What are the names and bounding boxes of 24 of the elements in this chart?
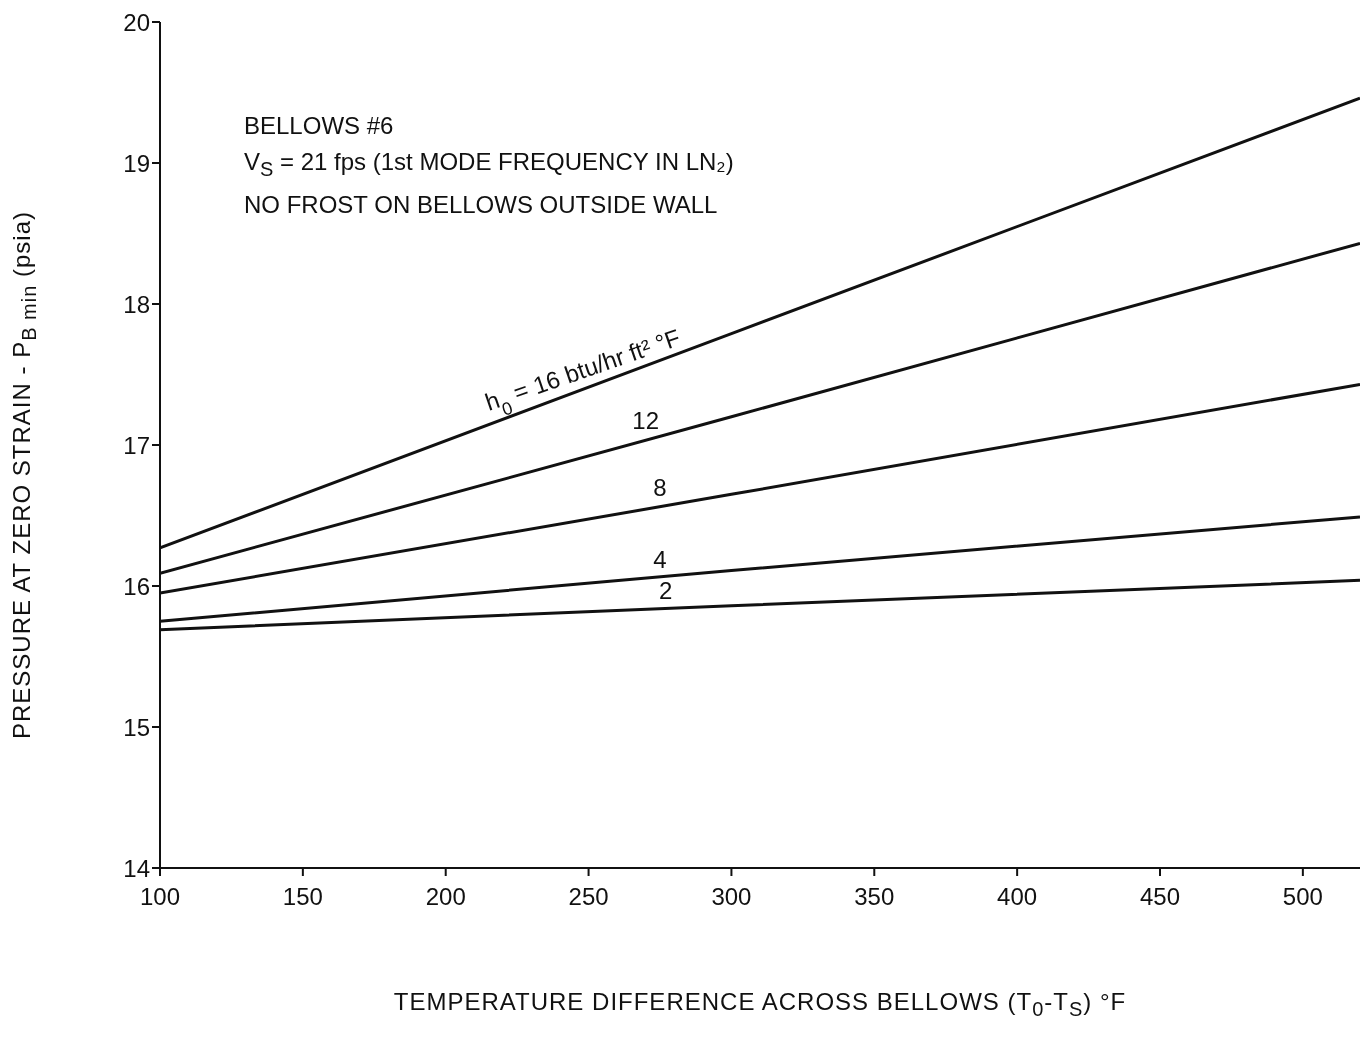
y-tick-label: 15 <box>123 713 150 741</box>
annotation: 8 <box>653 473 667 501</box>
x-tick-label: 100 <box>139 883 181 911</box>
annotation: 2 <box>659 576 673 604</box>
x-tick-label: 300 <box>711 883 752 911</box>
y-tick-label: 20 <box>123 8 150 36</box>
annotation: 12 <box>632 407 660 435</box>
y-tick-label: 16 <box>123 572 150 600</box>
x-tick-label: 150 <box>282 883 323 911</box>
y-tick-label: 19 <box>123 149 150 177</box>
y-tick-label: 17 <box>123 431 150 459</box>
x-tick-label: 450 <box>1139 883 1181 911</box>
x-axis-title: TEMPERATURE DIFFERENCE ACROSS BELLOWS (T$_{0}$-T$_{S}$) °F <box>392 988 1128 1021</box>
y-tick-label: 18 <box>123 290 150 318</box>
x-tick-label: 500 <box>1282 883 1323 911</box>
x-tick-label: 250 <box>568 883 609 911</box>
x-tick-label: 350 <box>854 883 895 911</box>
annotation: 4 <box>653 545 667 573</box>
annotation: NO FROST ON BELLOWS OUTSIDE WALL <box>244 189 719 220</box>
x-tick-label: 400 <box>997 883 1038 911</box>
y-tick-label: 14 <box>123 854 150 882</box>
x-tick-label: 200 <box>425 883 466 911</box>
annotation: V$_{S}$ = 21 fps (1st MODE FREQUENCY IN LN₂) <box>244 147 734 182</box>
annotation: BELLOWS #6 <box>244 111 395 141</box>
